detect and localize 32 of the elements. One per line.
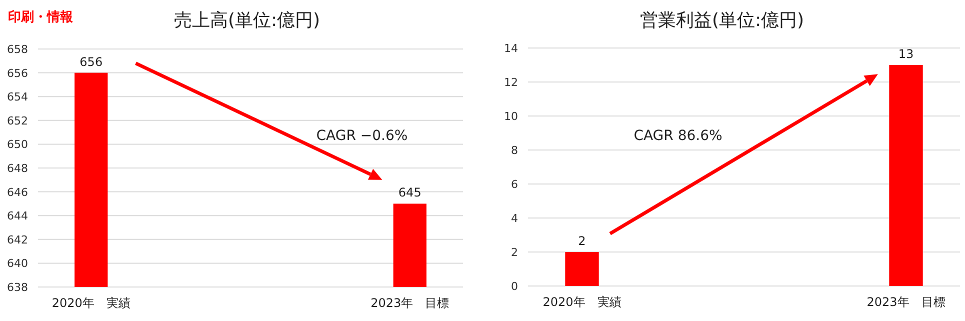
x-tick-label: 2020年 実績 [542,295,622,309]
y-tick-label: 12 [504,76,518,89]
y-tick-label: 646 [7,186,28,199]
text: 印刷・情報 [8,9,74,25]
data-label: 645 [398,186,422,200]
annotation: CAGR 86.6% [634,128,722,144]
y-tick-label: 652 [7,114,28,128]
x-tick-label: 2023年 目標 [370,296,450,310]
y-tick-label: 654 [7,90,28,104]
y-tick-label: 10 [504,110,518,123]
y-tick-label: 2 [511,246,518,259]
y-tick-label: 658 [7,43,28,56]
y-tick-label: 4 [511,212,518,225]
x-tick-label: 2020年 実績 [52,296,130,310]
y-tick-label: 656 [7,66,28,80]
y-tick-label: 648 [7,162,28,175]
y-tick-label: 644 [7,210,28,223]
y-tick-label: 0 [511,280,518,293]
y-tick-label: 640 [7,257,28,270]
chart-title: 売上高(単位:億円) [174,10,320,31]
y-tick-label: 642 [7,233,28,246]
y-tick-label: 650 [7,138,28,152]
y-tick-label: 14 [504,42,518,55]
data-label: 13 [898,47,914,61]
chart-title: 営業利益(単位:億円) [640,10,804,31]
data-label: 2 [578,234,586,248]
data-label: 656 [80,54,103,69]
y-tick-label: 8 [511,144,518,157]
x-tick-label: 2023年 目標 [866,295,946,309]
y-tick-label: 638 [7,281,28,294]
annotation: CAGR −0.6% [316,128,408,144]
y-tick-label: 6 [511,178,518,191]
